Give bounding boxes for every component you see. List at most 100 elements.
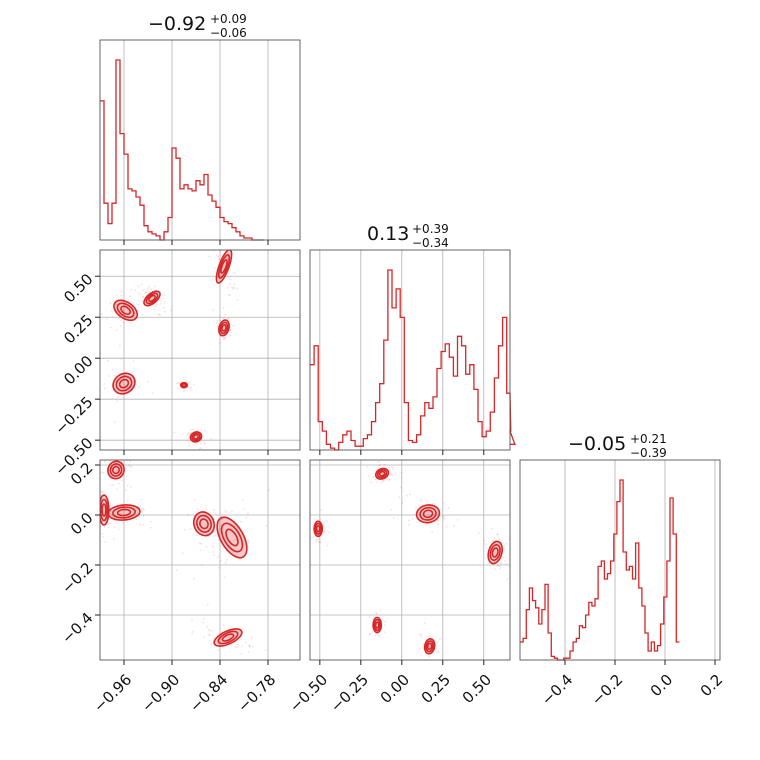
scatter-point <box>122 391 125 393</box>
density-contour <box>221 323 227 332</box>
scatter-point <box>196 428 199 431</box>
density-contour <box>374 467 390 480</box>
x-tick-label: −0.25 <box>327 671 372 716</box>
scatter-point <box>100 525 102 528</box>
scatter-point <box>154 285 156 288</box>
scatter-point <box>264 649 267 652</box>
histogram-panel-1 <box>99 39 301 245</box>
scatter-point <box>228 293 230 296</box>
density-contour <box>425 640 434 653</box>
scatter-point <box>200 428 203 431</box>
scatter-point <box>216 322 218 324</box>
scatter-point <box>115 294 118 297</box>
scatter-point <box>118 317 121 320</box>
joint-panel-p2_vs_p1 <box>95 249 301 455</box>
scatter-point <box>428 655 431 658</box>
density-contour <box>107 460 125 480</box>
density-contour <box>109 463 123 477</box>
scatter-point <box>374 478 377 481</box>
scatter-point <box>104 541 107 544</box>
scatter-point <box>215 513 217 516</box>
scatter-point <box>234 646 237 648</box>
scatter-point <box>383 463 386 466</box>
scatter-point <box>147 380 150 383</box>
title-p3-minus: −0.39 <box>630 446 667 460</box>
x-tick-label: 0.50 <box>459 671 495 707</box>
scatter-point <box>323 521 326 524</box>
scatter-point <box>368 633 371 636</box>
scatter-point <box>220 274 223 277</box>
scatter-point <box>112 484 114 487</box>
scatter-point <box>442 515 445 518</box>
scatter-point <box>499 567 501 570</box>
scatter-point <box>490 527 493 530</box>
density-contour <box>216 516 248 559</box>
scatter-point <box>186 434 188 436</box>
scatter-point <box>103 526 106 528</box>
scatter-point <box>478 531 480 534</box>
scatter-point <box>437 519 439 522</box>
density-contour <box>314 522 322 535</box>
scatter-point <box>154 305 156 308</box>
scatter-point <box>188 432 191 435</box>
scatter-point <box>428 634 431 637</box>
scatter-point <box>146 289 149 292</box>
scatter-point <box>104 387 106 390</box>
scatter-point <box>111 315 114 317</box>
scatter-point <box>212 309 215 311</box>
scatter-point <box>247 512 250 515</box>
scatter-point <box>139 293 142 296</box>
scatter-point <box>418 647 421 650</box>
x-tick-label: −0.84 <box>186 671 231 716</box>
scatter-point <box>419 633 421 636</box>
scatter-point <box>236 646 239 648</box>
scatter-point <box>130 310 133 313</box>
panel-frame <box>99 249 301 451</box>
x-tick-label: −0.2 <box>588 671 626 709</box>
scatter-point <box>384 620 386 623</box>
scatter-point <box>103 460 106 463</box>
joint-content <box>95 460 270 655</box>
density-contour <box>196 514 212 533</box>
scatter-point <box>400 471 403 474</box>
scatter-point <box>193 498 196 501</box>
density-contour <box>215 250 233 284</box>
scatter-point <box>250 637 253 640</box>
scatter-point <box>176 387 179 390</box>
scatter-point <box>210 643 213 646</box>
scatter-point <box>228 294 231 297</box>
scatter-point <box>109 326 112 329</box>
scatter-point <box>112 368 114 371</box>
scatter-point <box>130 486 133 488</box>
scatter-point <box>231 510 233 513</box>
scatter-point <box>207 527 210 530</box>
scatter-point <box>150 520 152 523</box>
scatter-point <box>497 564 499 567</box>
scatter-point <box>95 489 97 491</box>
scatter-point <box>408 523 410 526</box>
scatter-point <box>232 325 234 328</box>
scatter-point <box>203 617 205 620</box>
scatter-point <box>382 479 384 482</box>
scatter-point <box>162 297 165 300</box>
scatter-point <box>175 382 178 385</box>
density-contour <box>217 253 231 279</box>
scatter-point <box>439 638 441 641</box>
scatter-point <box>155 303 158 306</box>
scatter-point <box>102 472 105 475</box>
scatter-point <box>365 466 368 468</box>
scatter-point <box>213 530 216 532</box>
scatter-point <box>119 344 121 347</box>
scatter-point <box>495 552 497 555</box>
scatter-point <box>400 486 402 489</box>
scatter-point <box>124 384 127 386</box>
scatter-point <box>114 470 117 473</box>
scatter-point <box>222 337 225 340</box>
scatter-point <box>200 542 203 545</box>
scatter-point <box>496 533 499 536</box>
density-contour <box>116 508 132 517</box>
panel-frame <box>309 459 511 661</box>
scatter-point <box>142 507 145 510</box>
density-contour <box>491 547 499 558</box>
scatter-point <box>494 568 497 570</box>
